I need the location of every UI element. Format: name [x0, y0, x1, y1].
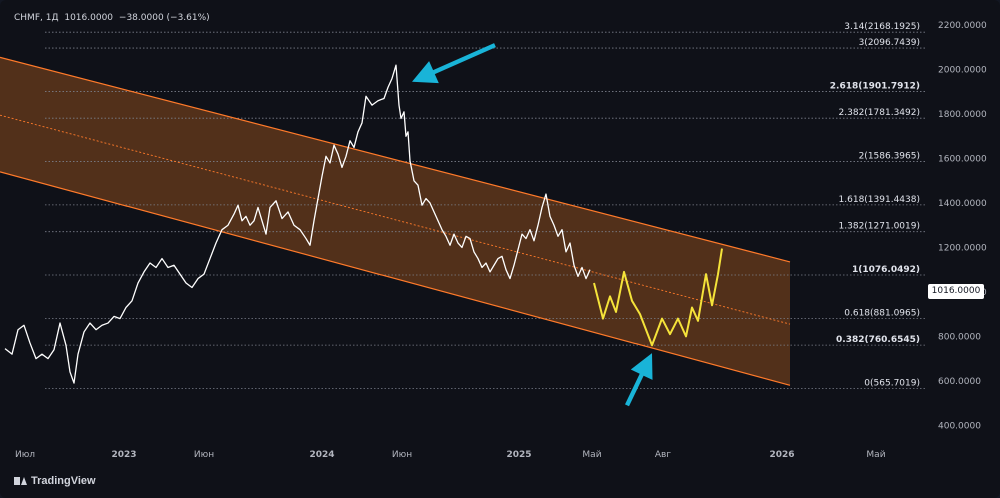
channel-lower-line — [0, 171, 791, 386]
x-tick-label: Июн — [194, 450, 214, 460]
channel-upper-line — [0, 56, 791, 263]
channel-fill — [0, 57, 790, 386]
fib-label: 2.618(1901.7912) — [830, 81, 920, 91]
x-tick-label: Июл — [15, 450, 35, 460]
brand-label: TradingView — [31, 475, 96, 487]
tradingview-brand[interactable]: TradingView — [14, 475, 96, 487]
fib-label: 2(1586.3965) — [859, 152, 920, 162]
x-tick-label: 2025 — [506, 450, 531, 460]
y-tick-label: 1200.0000 — [938, 243, 987, 253]
last-price: 1016.0000 — [64, 13, 114, 23]
y-tick-label: 1400.0000 — [938, 199, 987, 209]
y-tick-label: 400.0000 — [938, 421, 981, 431]
fib-label: 0(565.7019) — [864, 378, 920, 388]
symbol-label[interactable]: CHMF, 1Д — [14, 13, 59, 23]
fib-label: 1(1076.0492) — [852, 265, 920, 275]
fib-label: 1.618(1391.4438) — [839, 195, 920, 205]
x-tick-label: 2026 — [769, 450, 794, 460]
tradingview-logo-icon — [14, 476, 27, 486]
fib-label: 1.382(1271.0019) — [839, 222, 920, 232]
arrow-annotation — [625, 353, 653, 407]
x-tick-label: Авг — [655, 450, 671, 460]
y-tick-label: 800.0000 — [938, 332, 981, 342]
chart-header: CHMF, 1Д 1016.0000 −38.0000 (−3.61%) — [14, 13, 210, 23]
y-tick-label: 2000.0000 — [938, 66, 987, 76]
current-price-tag: 1016.0000 — [928, 284, 984, 299]
y-tick-label: 2200.0000 — [938, 21, 987, 31]
x-tick-label: Май — [866, 450, 885, 460]
channel-middle-line — [0, 114, 791, 325]
y-tick-label: 1800.0000 — [938, 110, 987, 120]
fib-label: 3(2096.7439) — [859, 38, 920, 48]
fib-label: 2.382(1781.3492) — [839, 108, 920, 118]
x-tick-label: 2023 — [111, 450, 136, 460]
fib-label: 0.618(881.0965) — [844, 308, 920, 318]
x-tick-label: 2024 — [309, 450, 334, 460]
projection-line — [593, 248, 723, 347]
arrow-annotation — [412, 43, 496, 84]
x-tick-label: Июн — [392, 450, 412, 460]
y-tick-label: 600.0000 — [938, 377, 981, 387]
y-tick-label: 1600.0000 — [938, 155, 987, 165]
x-tick-label: Май — [582, 450, 601, 460]
price-change: −38.0000 (−3.61%) — [118, 13, 210, 23]
fib-label: 0.382(760.6545) — [836, 335, 920, 345]
fib-label: 3.14(2168.1925) — [844, 22, 920, 32]
price-line — [4, 64, 591, 384]
